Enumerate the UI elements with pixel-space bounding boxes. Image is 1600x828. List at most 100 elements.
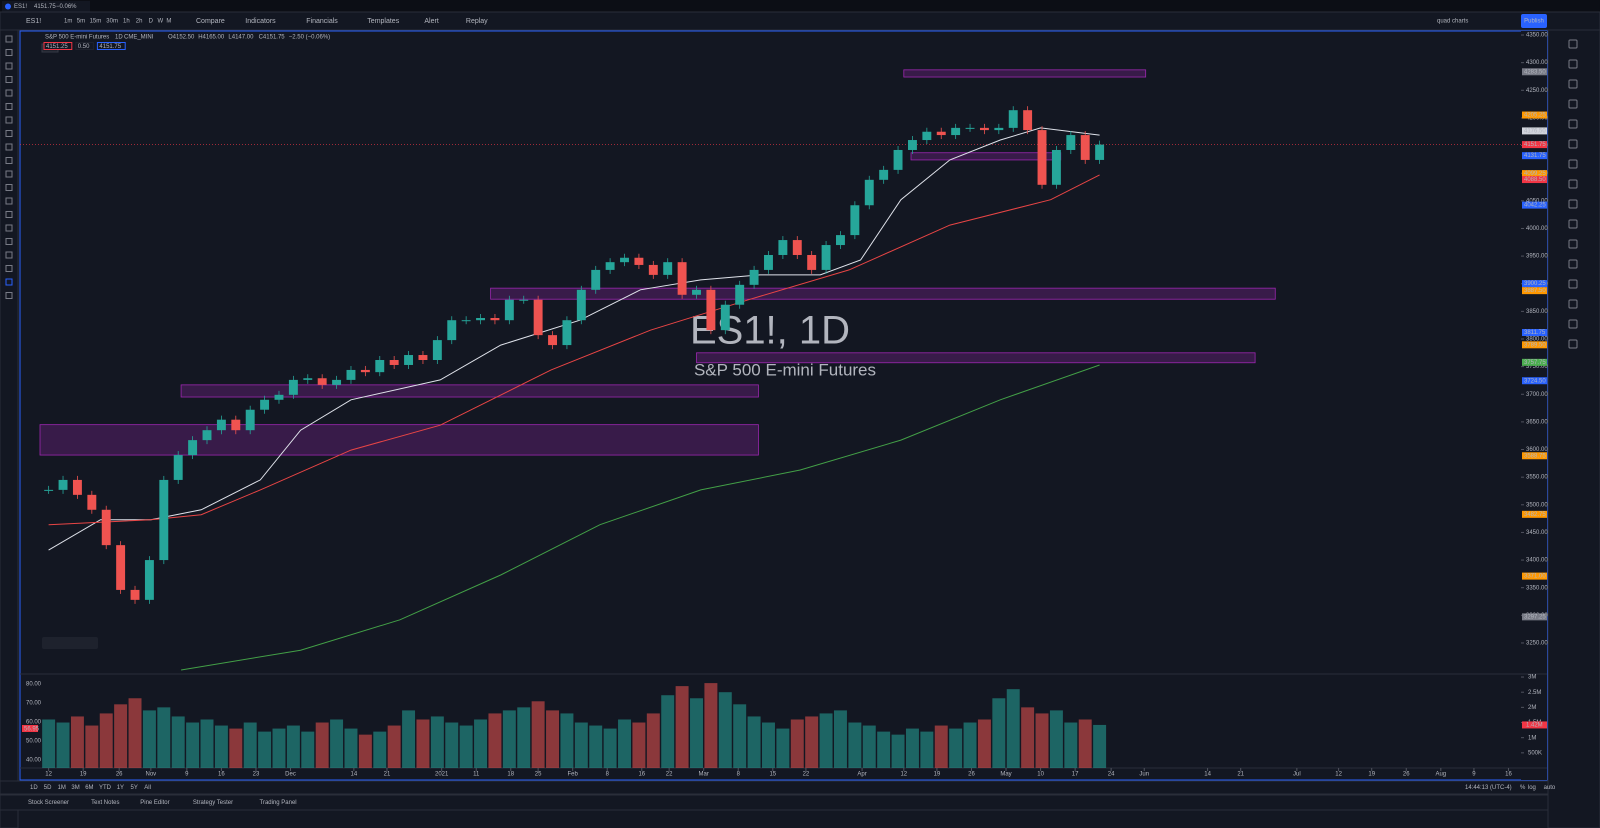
drawing-toolbar[interactable] bbox=[42, 637, 98, 649]
x-tick-label: 21 bbox=[384, 772, 391, 778]
range-button[interactable]: 1D bbox=[30, 785, 38, 791]
volume-bar bbox=[920, 731, 934, 768]
sidebar-icon[interactable] bbox=[1568, 299, 1578, 309]
tool-icon[interactable] bbox=[5, 292, 13, 299]
range-button[interactable]: 5D bbox=[44, 785, 52, 791]
candle-body bbox=[432, 340, 442, 360]
tool-icon[interactable] bbox=[5, 184, 13, 191]
scale-button[interactable]: % bbox=[1520, 785, 1526, 791]
tool-icon[interactable] bbox=[5, 103, 13, 110]
volume-bar bbox=[603, 728, 617, 768]
tab-change: −0.06% bbox=[56, 4, 77, 10]
tool-icon[interactable] bbox=[5, 89, 13, 97]
x-tick-label: 19 bbox=[80, 772, 87, 778]
panel-tab[interactable]: Text Notes bbox=[91, 800, 119, 806]
volume-bar bbox=[747, 716, 761, 768]
range-button[interactable]: 3M bbox=[71, 785, 79, 791]
publish-button[interactable] bbox=[1521, 14, 1547, 28]
sidebar-icon[interactable] bbox=[1568, 179, 1578, 189]
range-button[interactable]: 6M bbox=[85, 785, 93, 791]
symbol[interactable]: ES1! bbox=[26, 18, 41, 25]
tool-icon[interactable] bbox=[5, 76, 13, 83]
x-tick-label: 9 bbox=[185, 772, 189, 778]
panel-tab[interactable]: Trading Panel bbox=[260, 800, 297, 806]
sidebar-icon[interactable] bbox=[1568, 219, 1578, 229]
interval[interactable]: 2h bbox=[136, 19, 143, 25]
volume-bar bbox=[85, 725, 99, 768]
candle-body bbox=[72, 479, 82, 495]
panel-tab[interactable]: Stock Screener bbox=[28, 800, 69, 806]
tool-icon[interactable] bbox=[5, 265, 13, 272]
sidebar-icon[interactable] bbox=[1568, 239, 1578, 249]
sidebar-icon[interactable] bbox=[1568, 119, 1578, 129]
toolbar-button[interactable]: Compare bbox=[196, 18, 225, 25]
sidebar-icon[interactable] bbox=[1568, 39, 1578, 49]
volume-bar bbox=[344, 728, 358, 768]
toolbar-button[interactable]: Alert bbox=[424, 18, 438, 25]
scale-button[interactable]: log bbox=[1528, 785, 1536, 791]
tool-icon[interactable] bbox=[5, 197, 13, 205]
interval[interactable]: W bbox=[158, 19, 164, 25]
candle-body bbox=[1051, 149, 1061, 185]
tool-icon[interactable] bbox=[5, 238, 13, 245]
sidebar-icon[interactable] bbox=[1568, 59, 1578, 69]
tool-icon[interactable] bbox=[5, 278, 13, 286]
sidebar-icon[interactable] bbox=[1568, 99, 1578, 109]
interval[interactable]: 30m bbox=[106, 19, 118, 25]
panel-tab[interactable]: Pine Editor bbox=[140, 800, 169, 806]
interval[interactable]: 15m bbox=[90, 19, 102, 25]
x-tick-label: 2021 bbox=[435, 772, 449, 778]
sidebar-icon[interactable] bbox=[1568, 79, 1578, 89]
toolbar-button[interactable]: Financials bbox=[306, 18, 338, 25]
range-button[interactable]: 1Y bbox=[117, 785, 124, 791]
price-label-box bbox=[1522, 176, 1547, 184]
legend-ohlc: L4147.00 bbox=[228, 35, 254, 41]
sidebar-icon[interactable] bbox=[1568, 259, 1578, 269]
tool-icon[interactable] bbox=[5, 224, 13, 232]
zone bbox=[180, 384, 759, 398]
volume-tick-label: 1M bbox=[1528, 735, 1536, 741]
volume-bar bbox=[186, 722, 200, 768]
toolbar-button[interactable]: Replay bbox=[466, 18, 488, 25]
publish-label[interactable]: Publish bbox=[1524, 19, 1544, 25]
interval[interactable]: 1h bbox=[123, 19, 130, 25]
panel-tab[interactable]: Strategy Tester bbox=[193, 800, 233, 806]
tool-icon[interactable] bbox=[5, 130, 13, 137]
tool-icon[interactable] bbox=[5, 35, 13, 43]
tool-icon[interactable] bbox=[5, 251, 13, 259]
tool-icon[interactable] bbox=[5, 157, 13, 164]
tool-icon[interactable] bbox=[5, 143, 13, 151]
tool-icon[interactable] bbox=[5, 62, 13, 70]
scale-button[interactable]: auto bbox=[1544, 785, 1556, 791]
interval[interactable]: 5m bbox=[77, 19, 85, 25]
range-button[interactable]: YTD bbox=[99, 785, 112, 791]
layout-name[interactable]: quad charts bbox=[1437, 19, 1468, 25]
volume-bar bbox=[229, 728, 243, 768]
range-button[interactable]: 5Y bbox=[131, 785, 138, 791]
tool-icon[interactable] bbox=[5, 211, 13, 218]
range-button[interactable]: 1M bbox=[58, 785, 66, 791]
tool-icon[interactable] bbox=[5, 170, 13, 178]
sidebar-icon[interactable] bbox=[1568, 199, 1578, 209]
sidebar-icon[interactable] bbox=[1568, 339, 1578, 349]
sidebar-icon[interactable] bbox=[1568, 279, 1578, 289]
toolbar-button[interactable]: Templates bbox=[367, 18, 399, 25]
tool-icon[interactable] bbox=[5, 49, 13, 56]
price-label-box bbox=[1522, 170, 1547, 178]
volume-bar bbox=[1021, 707, 1035, 768]
sidebar-icon[interactable] bbox=[1568, 159, 1578, 169]
candle-body bbox=[951, 127, 961, 136]
tab-symbol: ES1! bbox=[14, 4, 27, 10]
sidebar-icon[interactable] bbox=[1568, 139, 1578, 149]
volume-bar bbox=[1049, 710, 1063, 768]
x-tick-label: Feb bbox=[568, 772, 579, 778]
interval[interactable]: M bbox=[166, 19, 171, 25]
tool-icon[interactable] bbox=[5, 116, 13, 124]
range-button[interactable]: All bbox=[144, 785, 151, 791]
tab[interactable] bbox=[2, 1, 90, 12]
interval[interactable]: D bbox=[149, 19, 154, 25]
toolbar-button[interactable]: Indicators bbox=[245, 18, 276, 25]
chart-frame bbox=[19, 30, 1548, 781]
sidebar-icon[interactable] bbox=[1568, 319, 1578, 329]
interval[interactable]: 1m bbox=[64, 19, 72, 25]
